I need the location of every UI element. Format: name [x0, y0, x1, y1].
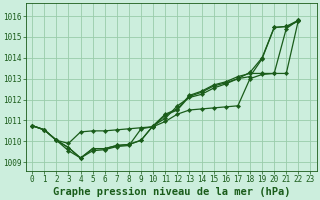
- X-axis label: Graphe pression niveau de la mer (hPa): Graphe pression niveau de la mer (hPa): [52, 186, 290, 197]
